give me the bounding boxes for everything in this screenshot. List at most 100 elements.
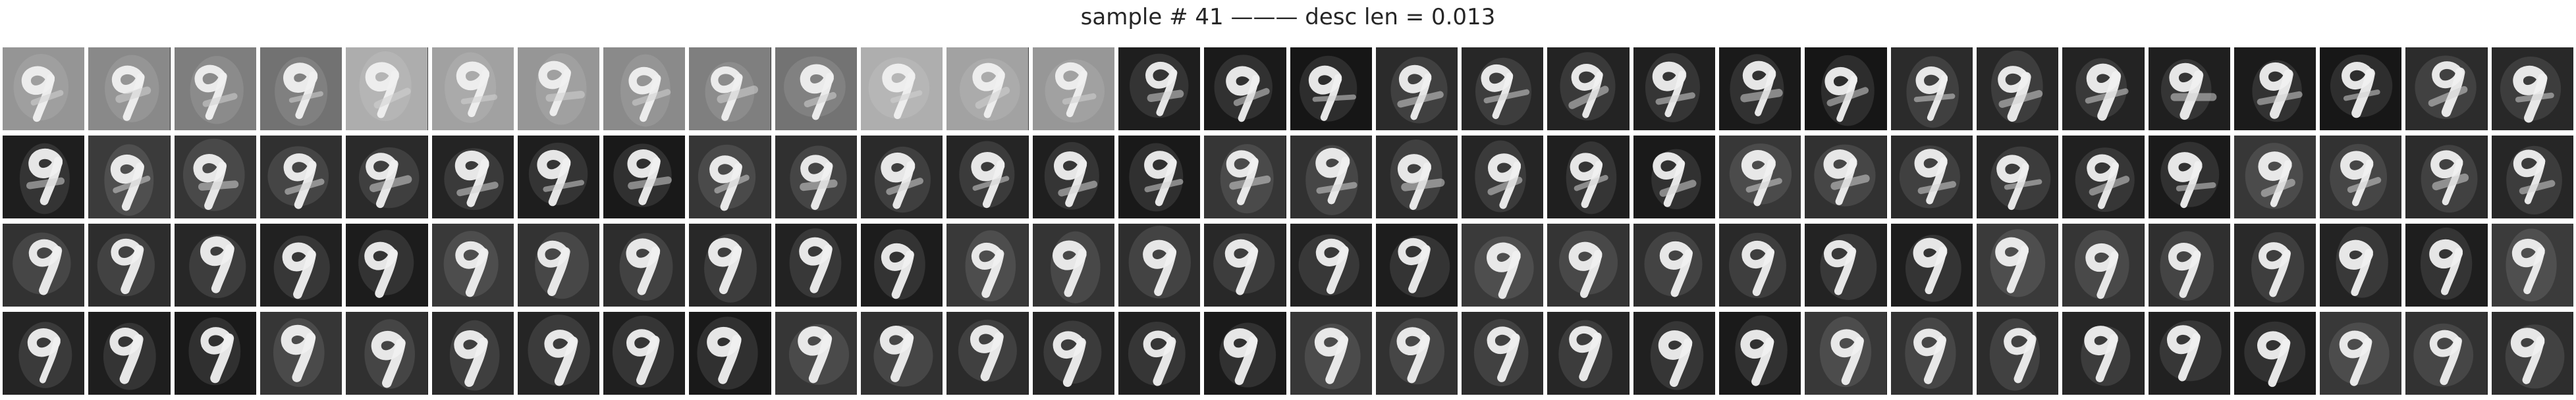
sample-thumbnail xyxy=(2320,312,2402,395)
sample-thumbnail xyxy=(174,312,256,395)
sample-thumbnail xyxy=(1890,224,1973,307)
sample-thumbnail xyxy=(2491,47,2573,130)
sample-thumbnail xyxy=(1462,136,1544,218)
sample-thumbnail xyxy=(1375,224,1458,307)
sample-thumbnail xyxy=(946,47,1029,130)
sample-thumbnail xyxy=(1547,312,1630,395)
sample-thumbnail xyxy=(346,312,428,395)
sample-thumbnail xyxy=(603,136,686,218)
sample-thumbnail xyxy=(260,136,343,218)
sample-thumbnail xyxy=(775,47,857,130)
sample-thumbnail xyxy=(775,312,857,395)
sample-thumbnail xyxy=(603,224,686,307)
sample-thumbnail xyxy=(2062,47,2145,130)
sample-thumbnail xyxy=(689,47,771,130)
sample-thumbnail xyxy=(431,136,514,218)
sample-thumbnail xyxy=(1032,224,1114,307)
sample-thumbnail xyxy=(1976,47,2059,130)
sample-image-grid xyxy=(3,47,2573,395)
sample-thumbnail xyxy=(861,312,943,395)
sample-thumbnail xyxy=(1204,224,1286,307)
sample-thumbnail xyxy=(174,136,256,218)
sample-thumbnail xyxy=(1290,47,1372,130)
sample-thumbnail xyxy=(1805,224,1887,307)
sample-thumbnail xyxy=(88,136,171,218)
sample-thumbnail xyxy=(2148,312,2230,395)
sample-thumbnail xyxy=(1890,136,1973,218)
sample-thumbnail xyxy=(1976,224,2059,307)
sample-thumbnail xyxy=(2233,312,2316,395)
sample-thumbnail xyxy=(1719,47,1801,130)
sample-thumbnail xyxy=(1805,136,1887,218)
sample-thumbnail xyxy=(346,136,428,218)
sample-thumbnail xyxy=(431,312,514,395)
sample-thumbnail xyxy=(517,47,600,130)
sample-thumbnail xyxy=(1032,136,1114,218)
sample-thumbnail xyxy=(2405,312,2488,395)
sample-thumbnail xyxy=(2062,136,2145,218)
sample-thumbnail xyxy=(3,224,85,307)
sample-thumbnail xyxy=(1633,224,1715,307)
sample-thumbnail xyxy=(775,136,857,218)
sample-thumbnail xyxy=(2062,312,2145,395)
sample-thumbnail xyxy=(260,47,343,130)
sample-thumbnail xyxy=(517,136,600,218)
sample-thumbnail xyxy=(1118,47,1201,130)
sample-thumbnail xyxy=(1375,47,1458,130)
sample-thumbnail xyxy=(1118,224,1201,307)
sample-thumbnail xyxy=(1462,47,1544,130)
sample-thumbnail xyxy=(2405,224,2488,307)
sample-thumbnail xyxy=(1032,47,1114,130)
sample-thumbnail xyxy=(1118,136,1201,218)
sample-thumbnail xyxy=(689,312,771,395)
sample-thumbnail xyxy=(1204,312,1286,395)
sample-thumbnail xyxy=(1890,47,1973,130)
sample-thumbnail xyxy=(2233,47,2316,130)
sample-thumbnail xyxy=(260,224,343,307)
sample-thumbnail xyxy=(1633,312,1715,395)
sample-thumbnail xyxy=(3,312,85,395)
sample-thumbnail xyxy=(346,47,428,130)
sample-thumbnail xyxy=(946,224,1029,307)
sample-thumbnail xyxy=(861,224,943,307)
sample-thumbnail xyxy=(2148,47,2230,130)
sample-thumbnail xyxy=(431,47,514,130)
sample-thumbnail xyxy=(1290,312,1372,395)
sample-thumbnail xyxy=(2320,136,2402,218)
sample-thumbnail xyxy=(1890,312,1973,395)
sample-thumbnail xyxy=(1805,312,1887,395)
sample-thumbnail xyxy=(2405,136,2488,218)
sample-thumbnail xyxy=(775,224,857,307)
sample-thumbnail xyxy=(861,47,943,130)
sample-thumbnail xyxy=(1375,136,1458,218)
sample-thumbnail xyxy=(2320,224,2402,307)
sample-thumbnail xyxy=(2405,47,2488,130)
sample-thumbnail xyxy=(1547,136,1630,218)
sample-thumbnail xyxy=(3,136,85,218)
sample-thumbnail xyxy=(1719,224,1801,307)
sample-thumbnail xyxy=(88,312,171,395)
sample-thumbnail xyxy=(517,224,600,307)
sample-thumbnail xyxy=(1633,47,1715,130)
sample-thumbnail xyxy=(1290,224,1372,307)
sample-thumbnail xyxy=(1547,47,1630,130)
sample-thumbnail xyxy=(861,136,943,218)
sample-thumbnail xyxy=(1290,136,1372,218)
sample-thumbnail xyxy=(260,312,343,395)
sample-thumbnail xyxy=(1375,312,1458,395)
sample-thumbnail xyxy=(1633,136,1715,218)
sample-thumbnail xyxy=(88,224,171,307)
figure-title: sample # 41 ——— desc len = 0.013 xyxy=(1080,4,1496,30)
sample-thumbnail xyxy=(2233,136,2316,218)
sample-thumbnail xyxy=(3,47,85,130)
sample-thumbnail xyxy=(1547,224,1630,307)
sample-thumbnail xyxy=(1976,312,2059,395)
sample-thumbnail xyxy=(1719,312,1801,395)
sample-thumbnail xyxy=(1462,312,1544,395)
sample-thumbnail xyxy=(1719,136,1801,218)
sample-thumbnail xyxy=(1805,47,1887,130)
sample-thumbnail xyxy=(1204,47,1286,130)
sample-thumbnail xyxy=(603,312,686,395)
sample-thumbnail xyxy=(689,224,771,307)
sample-thumbnail xyxy=(1118,312,1201,395)
